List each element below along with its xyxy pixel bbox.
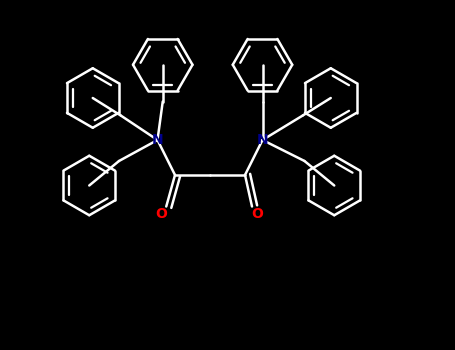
Text: N: N bbox=[152, 133, 163, 147]
Text: O: O bbox=[251, 206, 263, 220]
Text: N: N bbox=[257, 133, 268, 147]
Text: O: O bbox=[155, 206, 167, 220]
